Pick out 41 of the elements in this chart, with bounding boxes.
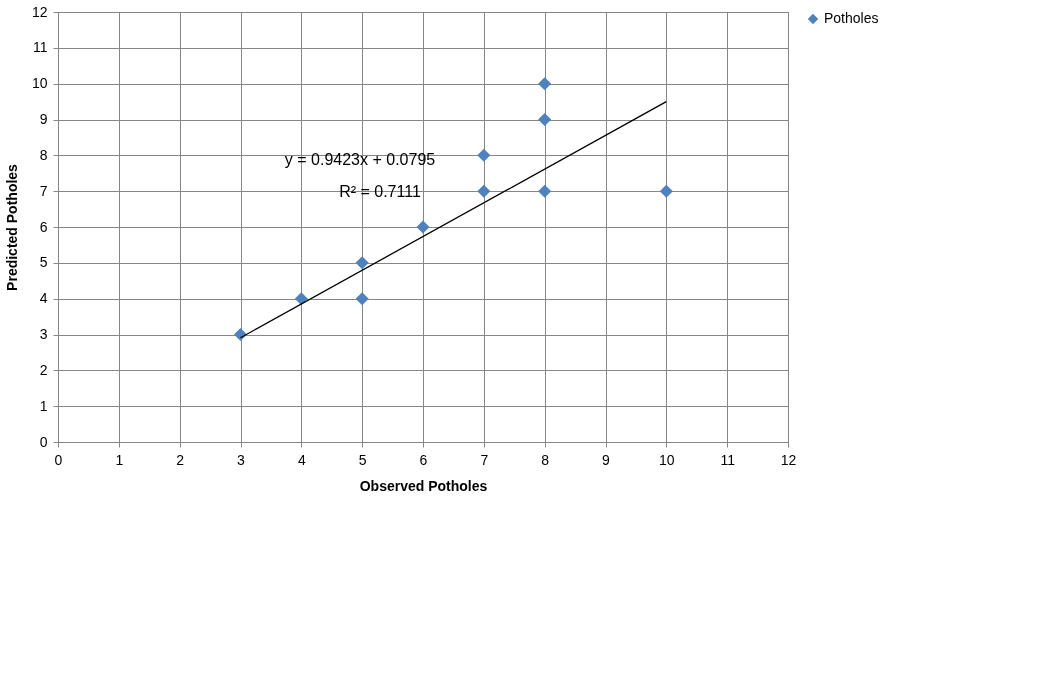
y-tick-label: 10 — [31, 75, 48, 92]
y-tick-label: 0 — [39, 433, 48, 450]
x-tick-label: 3 — [237, 451, 246, 468]
y-tick-label: 1 — [39, 397, 48, 414]
x-tick-label: 2 — [176, 451, 185, 468]
x-tick-label: 0 — [54, 451, 63, 468]
x-tick-label: 9 — [602, 451, 611, 468]
y-tick-label: 5 — [39, 254, 48, 271]
x-axis-title: Observed Potholes — [359, 477, 488, 494]
y-tick-label: 2 — [39, 361, 48, 378]
point — [538, 112, 552, 127]
y-tick-label: 4 — [39, 290, 48, 307]
legend-label: Potholes — [824, 10, 879, 26]
y-tick-label: 9 — [39, 111, 48, 127]
point — [294, 292, 308, 306]
x-tick-label: 10 — [659, 451, 675, 468]
x-tick-label: 5 — [358, 451, 367, 468]
point — [355, 256, 369, 270]
point — [477, 184, 491, 198]
x-tick-label: 7 — [480, 451, 489, 468]
x-tick-label: 12 — [780, 451, 797, 468]
y-axis-title: Predicted Potholes — [3, 163, 20, 291]
x-tick-label: 8 — [541, 451, 550, 468]
point — [538, 184, 552, 198]
x-tick-label: 4 — [297, 451, 306, 468]
annotation: y = 0.9423x + 0.0795 — [284, 151, 436, 168]
y-tick-label: 8 — [39, 146, 48, 163]
y-tick-label: 6 — [39, 218, 48, 235]
y-tick-label: 7 — [39, 182, 48, 199]
point — [477, 148, 491, 162]
point — [538, 77, 552, 91]
x-tick-label: 1 — [115, 451, 124, 468]
y-tick-label: 3 — [39, 326, 48, 342]
y-tick-label: 12 — [31, 3, 48, 20]
point — [355, 292, 369, 306]
y-tick-label: 11 — [32, 39, 48, 56]
point — [659, 184, 673, 198]
x-tick-label: 6 — [419, 451, 428, 468]
point — [416, 220, 430, 234]
x-tick-label: 11 — [720, 451, 736, 468]
annotation: R² = 0.7111 — [339, 183, 421, 200]
